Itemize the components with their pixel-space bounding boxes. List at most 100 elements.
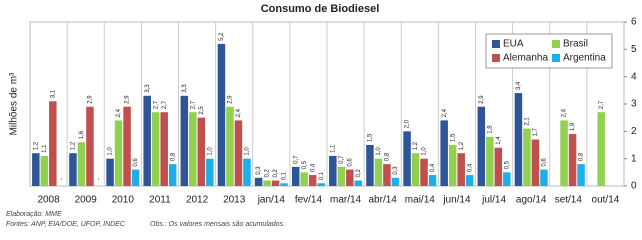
value-label: 2,9 bbox=[228, 95, 234, 104]
value-label: - bbox=[59, 178, 65, 180]
bar bbox=[440, 120, 448, 186]
value-label: 2,7 bbox=[162, 100, 168, 109]
value-label: 1,5 bbox=[450, 133, 456, 142]
value-label: 1,0 bbox=[108, 147, 114, 156]
y-axis-label: Milhões de m³ bbox=[9, 72, 20, 135]
value-label: 1,4 bbox=[496, 136, 502, 145]
value-label: 0,5 bbox=[302, 160, 308, 169]
value-label: 2,0 bbox=[405, 119, 411, 128]
bar bbox=[40, 155, 49, 186]
note: Obs.: Os valores mensais são acumulados. bbox=[150, 221, 285, 228]
bar bbox=[457, 153, 465, 186]
value-label: 1,6 bbox=[79, 130, 85, 139]
bar bbox=[308, 175, 317, 186]
value-label: 1,0 bbox=[245, 147, 251, 156]
bar bbox=[477, 106, 486, 186]
bar bbox=[32, 153, 40, 186]
y-tick-label: 4 bbox=[631, 71, 637, 82]
value-label: 0,3 bbox=[393, 166, 399, 175]
value-label: 0,4 bbox=[430, 163, 436, 172]
value-label: 2,9 bbox=[88, 95, 94, 104]
bar bbox=[448, 145, 457, 186]
value-label: 0,4 bbox=[467, 163, 473, 172]
bar bbox=[160, 112, 168, 186]
bar bbox=[271, 180, 280, 186]
value-label: 0,5 bbox=[504, 160, 510, 169]
y-tick-label: 1 bbox=[631, 153, 637, 164]
value-label: 0,8 bbox=[170, 152, 176, 161]
legend-swatch bbox=[492, 54, 500, 62]
x-tick-label: 2008 bbox=[37, 195, 60, 206]
value-label: 3,3 bbox=[145, 84, 151, 93]
value-label: 0,8 bbox=[385, 152, 391, 161]
value-label: 0,6 bbox=[347, 158, 353, 167]
note: Elaboração: MME bbox=[6, 211, 62, 218]
value-label: 0,6 bbox=[133, 158, 139, 167]
y-tick-label: 5 bbox=[631, 44, 637, 55]
chart: Consumo de Biodiesel Milhões de m³ Elabo… bbox=[6, 3, 637, 228]
value-label: 1,8 bbox=[487, 125, 493, 134]
x-tick-label: fev/14 bbox=[295, 195, 323, 206]
bar bbox=[428, 175, 437, 186]
value-label: 1,0 bbox=[376, 147, 382, 156]
y-tick-label: 0 bbox=[631, 181, 637, 192]
bar bbox=[494, 147, 503, 186]
bar bbox=[337, 166, 346, 186]
bar bbox=[514, 93, 523, 186]
bar bbox=[234, 120, 243, 186]
value-label: 5,2 bbox=[219, 32, 225, 41]
legend-label: Alemanha bbox=[503, 53, 548, 64]
bar bbox=[263, 180, 271, 186]
value-label: 1,1 bbox=[330, 144, 336, 153]
bar bbox=[254, 177, 263, 186]
value-label: 1,2 bbox=[413, 141, 419, 150]
x-tick-label: abr/14 bbox=[369, 195, 398, 206]
bar bbox=[568, 134, 577, 186]
value-label: 1,5 bbox=[368, 133, 374, 142]
value-label: 3,4 bbox=[516, 81, 522, 90]
bar bbox=[523, 128, 531, 186]
bar bbox=[69, 153, 77, 186]
legend-label: Argentina bbox=[563, 53, 606, 64]
value-label: 2,4 bbox=[562, 108, 568, 117]
value-label: 1,7 bbox=[533, 128, 539, 137]
x-tick-label: jun/14 bbox=[442, 195, 471, 206]
bar bbox=[86, 106, 94, 186]
bar bbox=[197, 117, 206, 186]
legend-swatch bbox=[552, 54, 560, 62]
y-tick-label: 6 bbox=[631, 17, 637, 28]
value-label: 2,9 bbox=[479, 95, 485, 104]
bar bbox=[317, 183, 325, 186]
bar bbox=[300, 172, 308, 186]
value-label: 1,2 bbox=[459, 141, 465, 150]
value-label: 0,4 bbox=[310, 163, 316, 172]
x-tick-label: 2009 bbox=[75, 195, 98, 206]
value-label: 1,2 bbox=[71, 141, 77, 150]
bar bbox=[291, 166, 300, 186]
bar bbox=[391, 177, 400, 186]
bar bbox=[411, 153, 420, 186]
x-tick-label: set/14 bbox=[555, 195, 583, 206]
legend-swatch bbox=[552, 40, 560, 48]
x-tick-label: jan/14 bbox=[257, 195, 286, 206]
legend-label: EUA bbox=[503, 39, 524, 50]
bar bbox=[577, 164, 585, 186]
bar bbox=[374, 158, 383, 186]
note: Fontes: ANP, EIA/DOE, UFOP, INDEC bbox=[6, 221, 126, 228]
bar bbox=[114, 120, 123, 186]
bar bbox=[560, 120, 568, 186]
bar bbox=[280, 183, 288, 186]
bar bbox=[206, 158, 214, 186]
bar bbox=[346, 169, 354, 186]
bar bbox=[168, 164, 177, 186]
bar bbox=[540, 169, 548, 186]
bar bbox=[465, 175, 474, 186]
value-label: 0,1 bbox=[282, 171, 288, 180]
legend-label: Brasil bbox=[563, 39, 588, 50]
bar bbox=[420, 158, 428, 186]
value-label: 0,3 bbox=[256, 166, 262, 175]
bar bbox=[403, 131, 411, 186]
bar bbox=[131, 169, 140, 186]
bar bbox=[49, 101, 57, 186]
legend-box bbox=[485, 33, 613, 69]
